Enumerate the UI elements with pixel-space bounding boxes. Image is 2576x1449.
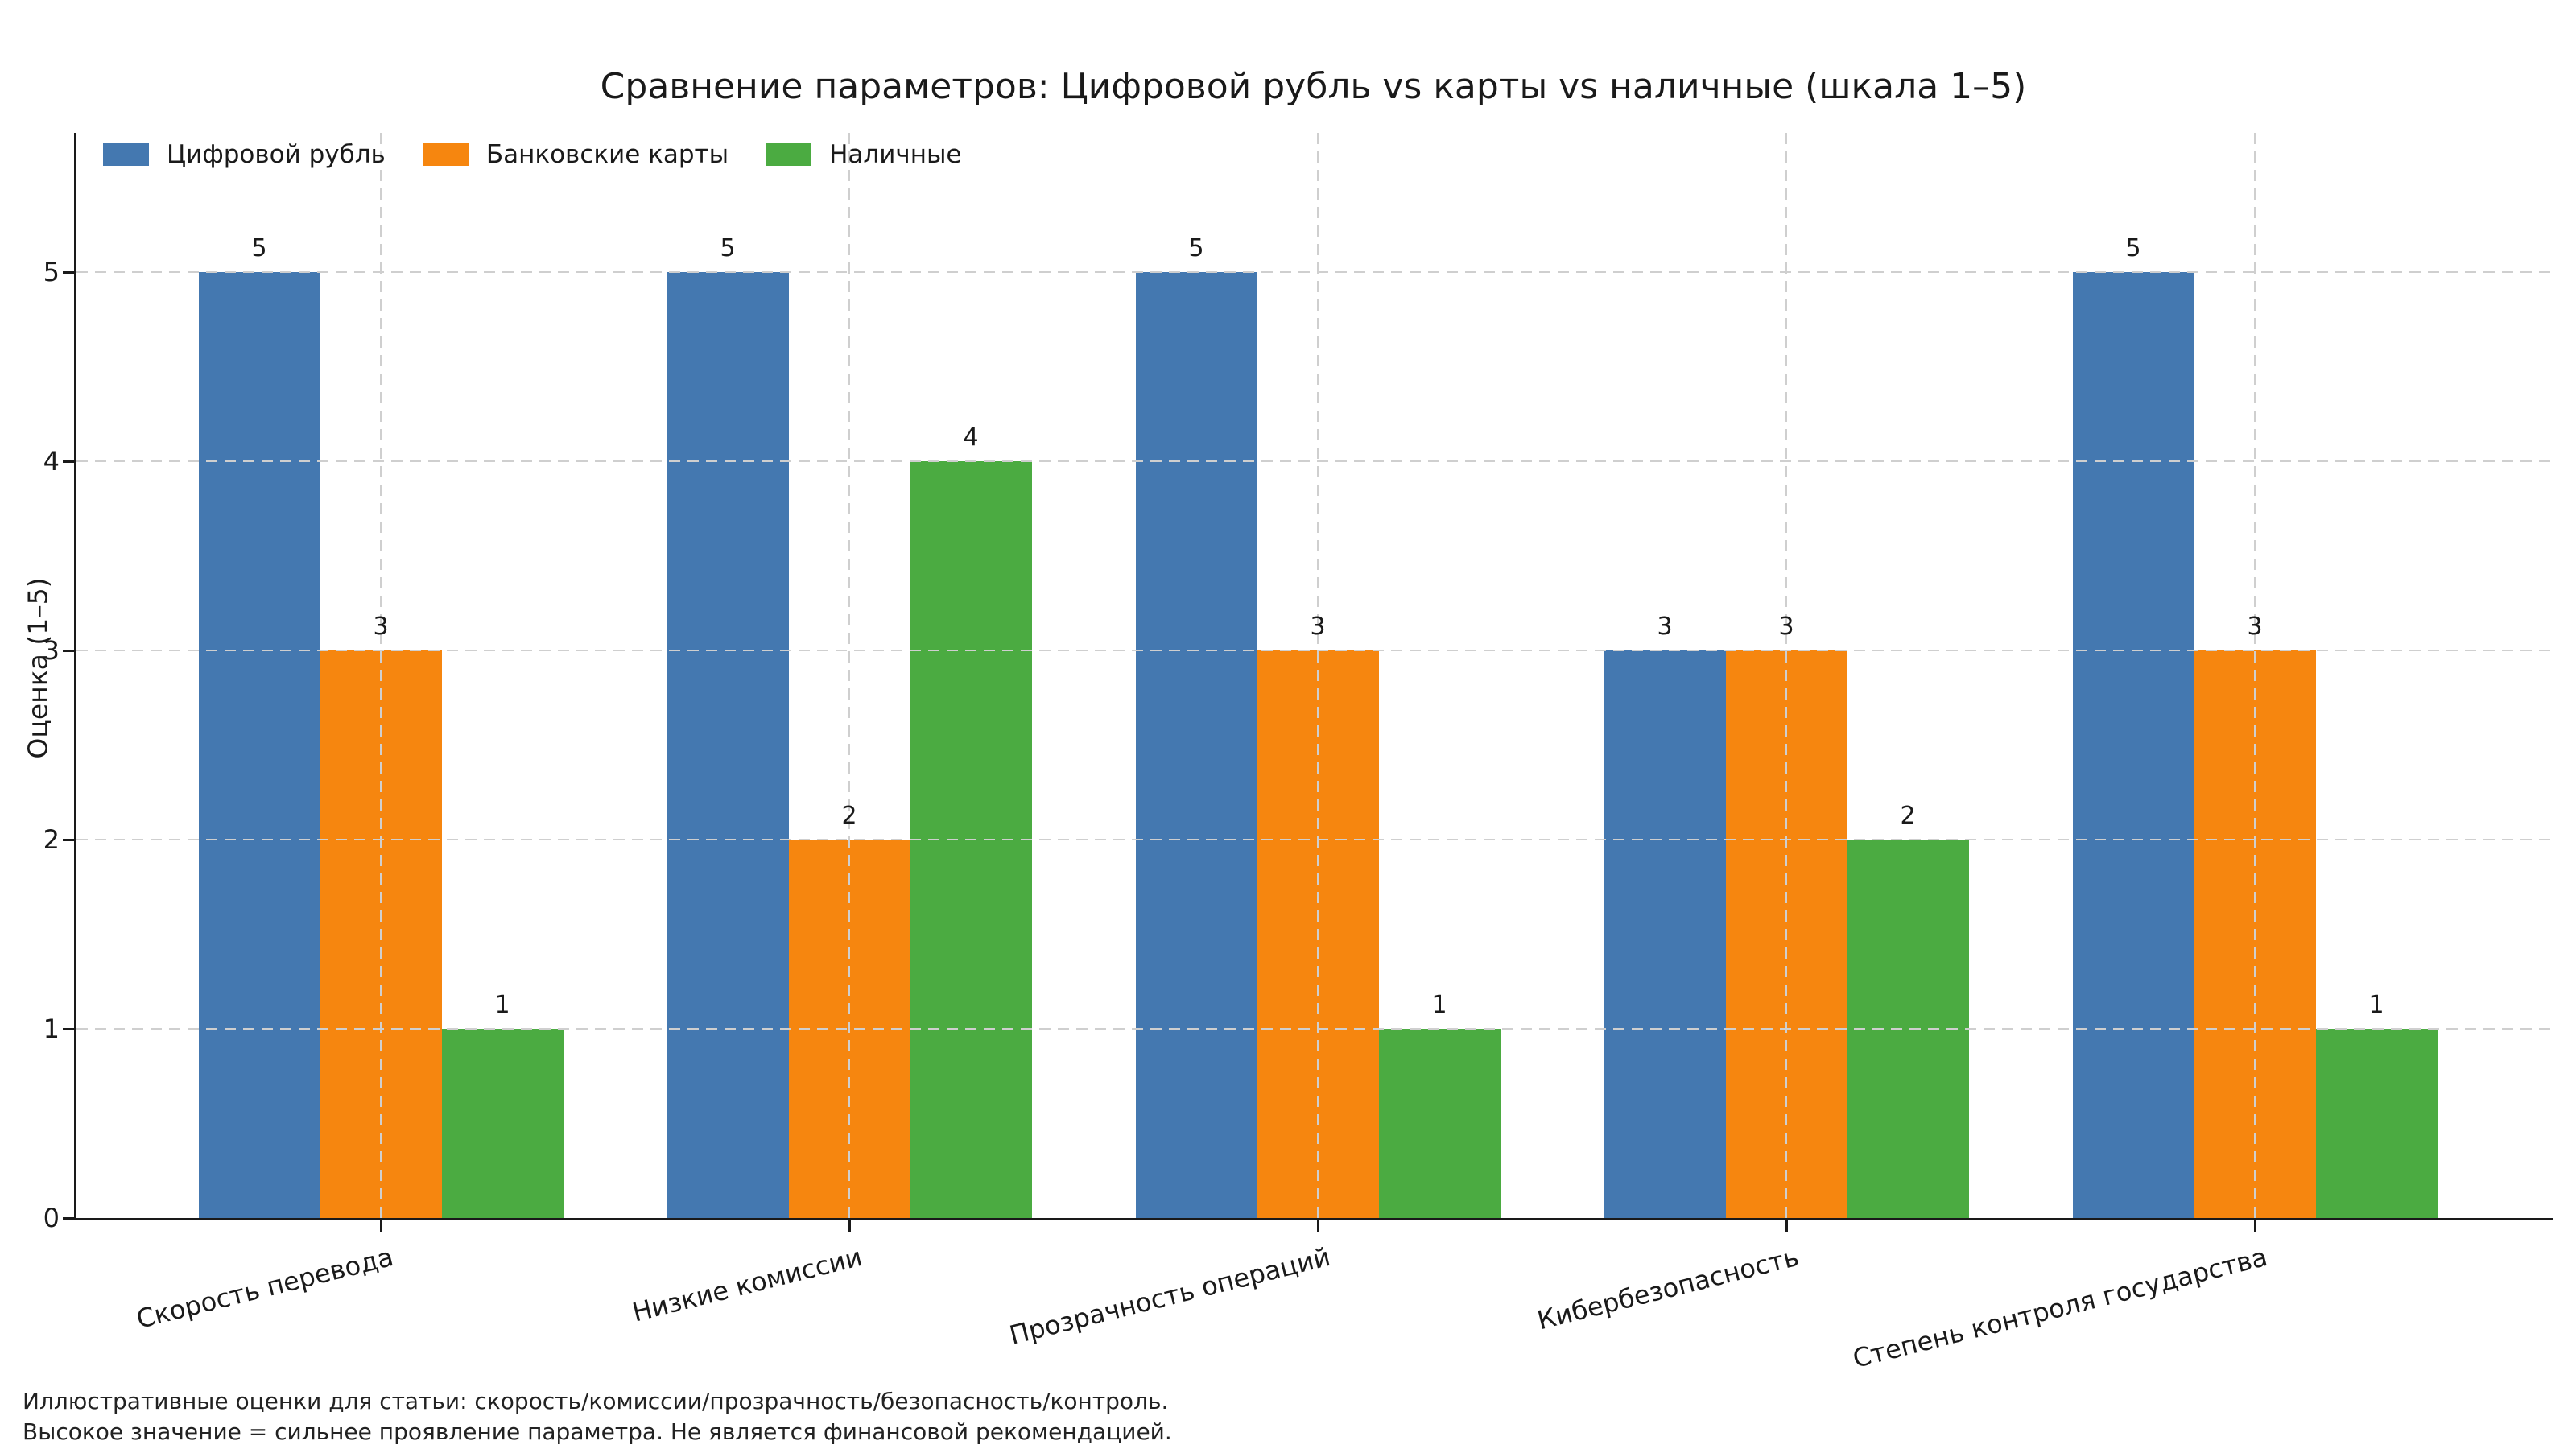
legend-item: Банковские карты — [422, 140, 729, 169]
bar-value-label: 3 — [373, 613, 389, 641]
x-category-label: Кибербезопасность — [1534, 1241, 1802, 1336]
legend-swatch — [422, 143, 469, 166]
bar-value-label: 1 — [1431, 991, 1447, 1019]
bar-value-label: 5 — [2125, 234, 2141, 262]
legend-item: Наличные — [766, 140, 962, 169]
horizontal-gridline — [76, 1028, 2553, 1030]
horizontal-gridline — [76, 839, 2553, 840]
bar-value-label: 5 — [251, 234, 267, 262]
bar-value-label: 1 — [2368, 991, 2384, 1019]
x-category-label: Скорость перевода — [133, 1241, 397, 1335]
y-tick-label: 2 — [43, 824, 60, 855]
vertical-gridline — [1785, 133, 1787, 1218]
bar-value-label: 3 — [1310, 613, 1326, 641]
y-tick-label: 0 — [43, 1203, 60, 1233]
vertical-gridline — [1317, 133, 1319, 1218]
bar — [667, 272, 789, 1218]
bar — [2315, 1029, 2438, 1218]
y-tick-label: 5 — [43, 257, 60, 287]
bar — [198, 272, 320, 1218]
horizontal-gridline — [76, 271, 2553, 273]
x-category-label: Степень контроля государства — [1849, 1241, 2271, 1374]
bar — [2072, 272, 2194, 1218]
x-tick-mark — [380, 1220, 382, 1232]
vertical-gridline — [380, 133, 382, 1218]
y-tick-label: 1 — [43, 1013, 60, 1044]
legend-swatch — [766, 143, 812, 166]
legend-label: Цифровой рубль — [167, 140, 386, 169]
bar — [1135, 272, 1257, 1218]
y-tick-label: 4 — [43, 446, 60, 477]
x-tick-mark — [848, 1220, 851, 1232]
x-tick-mark — [1785, 1220, 1788, 1232]
bar — [441, 1029, 564, 1218]
y-tick-mark — [63, 460, 74, 463]
y-tick-mark — [63, 1028, 74, 1030]
footnote-line-2: Высокое значение = сильнее проявление па… — [23, 1418, 1172, 1445]
bar-value-label: 5 — [720, 234, 736, 262]
bar-value-label: 4 — [963, 423, 979, 452]
legend-label: Банковские карты — [485, 140, 729, 169]
x-category-label: Низкие комиссии — [629, 1241, 865, 1328]
bar — [1604, 650, 1726, 1218]
bar-value-label: 3 — [1778, 613, 1794, 641]
vertical-gridline — [2254, 133, 2256, 1218]
y-tick-mark — [63, 271, 74, 274]
y-tick-label: 3 — [43, 635, 60, 666]
vertical-gridline — [848, 133, 850, 1218]
legend-swatch — [103, 143, 149, 166]
y-tick-mark — [63, 839, 74, 841]
y-tick-mark — [63, 1217, 74, 1220]
bar-value-label: 3 — [1657, 613, 1673, 641]
bar-value-label: 5 — [1188, 234, 1204, 262]
horizontal-gridline — [76, 460, 2553, 462]
legend-label: Наличные — [829, 140, 962, 169]
x-category-label: Прозрачность операций — [1006, 1241, 1334, 1351]
bar-value-label: 2 — [841, 802, 857, 830]
bar-value-label: 1 — [494, 991, 510, 1019]
horizontal-gridline — [76, 650, 2553, 651]
x-tick-mark — [2254, 1220, 2256, 1232]
bar — [1378, 1029, 1501, 1218]
chart-title: Сравнение параметров: Цифровой рубль vs … — [600, 66, 2027, 107]
plot-area: 5 3 1 5 2 4 5 3 1 3 3 2 5 3 1 — [74, 133, 2553, 1220]
bar-value-label: 2 — [1900, 802, 1916, 830]
legend-item: Цифровой рубль — [103, 140, 386, 169]
y-tick-mark — [63, 650, 74, 652]
bar-value-label: 3 — [2247, 613, 2263, 641]
legend: Цифровой рубль Банковские карты Наличные — [103, 140, 962, 169]
y-axis-label: Оценка (1–5) — [22, 577, 54, 759]
x-tick-mark — [1317, 1220, 1319, 1232]
footnote: Иллюстративные оценки для статьи: скорос… — [23, 1386, 1172, 1447]
footnote-line-1: Иллюстративные оценки для статьи: скорос… — [23, 1388, 1169, 1414]
